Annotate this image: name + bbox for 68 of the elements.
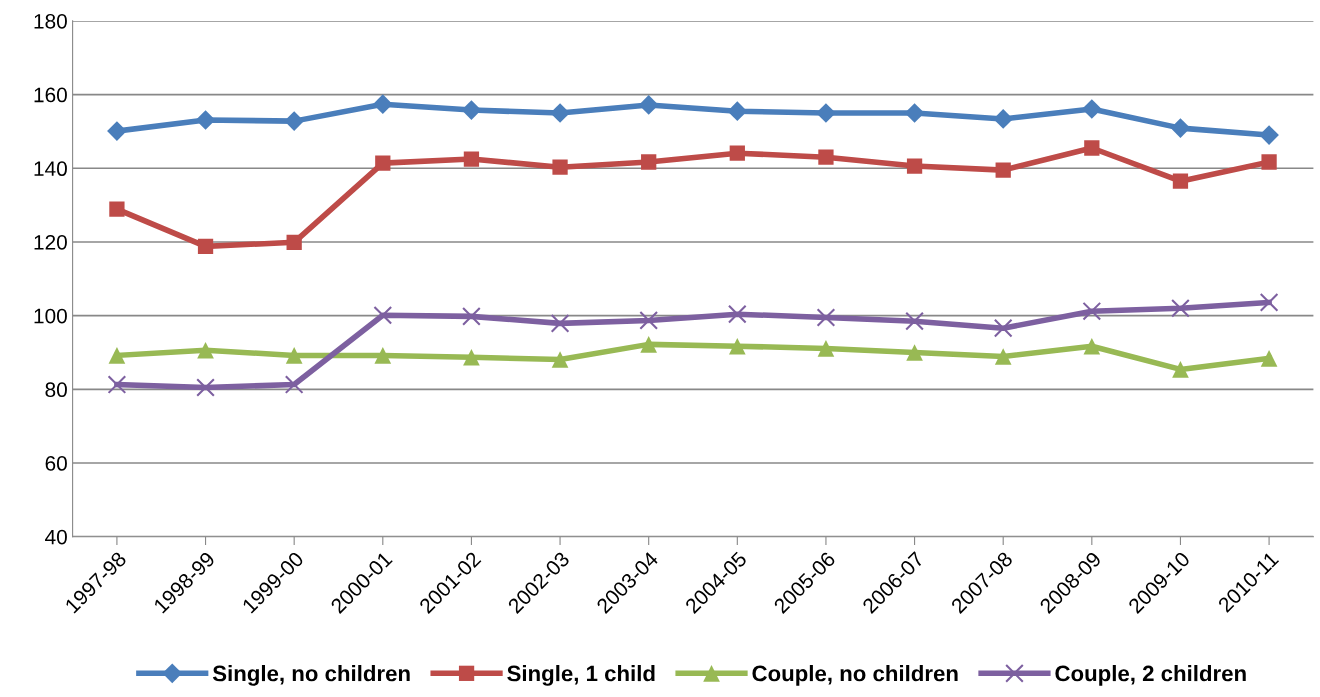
point [727, 304, 747, 324]
point [1259, 125, 1279, 145]
point [373, 305, 393, 325]
point [552, 159, 568, 175]
point [107, 121, 127, 141]
legend-label: Single, no children [212, 665, 410, 686]
point [816, 308, 836, 327]
point [1083, 337, 1101, 355]
point [462, 307, 481, 326]
point [197, 341, 214, 359]
y-tick-label: 40 [45, 529, 67, 545]
point [197, 238, 214, 255]
point [107, 375, 127, 394]
point [109, 201, 125, 217]
y-tick-label: 80 [45, 382, 67, 398]
point [463, 151, 480, 167]
point [550, 314, 570, 333]
point [638, 95, 659, 115]
point [729, 145, 745, 161]
point [285, 347, 303, 364]
y-tick-label: 60 [45, 456, 67, 471]
y-tick-label: 180 [34, 13, 67, 29]
point [1259, 293, 1279, 312]
point [1172, 173, 1189, 189]
point [640, 336, 658, 353]
point [904, 103, 925, 123]
point [463, 348, 480, 366]
point [284, 375, 304, 394]
point [1082, 301, 1102, 321]
point [1261, 154, 1277, 170]
point [284, 111, 304, 131]
point [905, 311, 924, 331]
legend-label: Couple, 2 children [1055, 665, 1246, 686]
point [551, 351, 569, 368]
point [375, 155, 391, 171]
point [374, 347, 392, 364]
legend-label: Single, 1 child [507, 665, 655, 686]
y-tick-label: 160 [34, 87, 67, 103]
point [727, 101, 748, 121]
point [286, 234, 302, 250]
point [550, 103, 570, 123]
point [818, 149, 834, 165]
point [817, 340, 835, 357]
point [993, 318, 1013, 338]
point [1172, 361, 1189, 378]
point [196, 378, 215, 397]
point [906, 158, 923, 174]
point [993, 109, 1014, 129]
y-tick-label: 140 [34, 161, 67, 177]
point [372, 94, 393, 114]
point [816, 103, 836, 123]
point [728, 337, 746, 355]
point [1084, 140, 1100, 156]
y-tick-label: 100 [34, 308, 67, 324]
point [1082, 99, 1102, 119]
point [195, 110, 216, 130]
point [639, 311, 659, 330]
point [641, 154, 657, 170]
point [461, 100, 482, 120]
point [1170, 118, 1191, 138]
point [995, 162, 1011, 178]
point [1171, 298, 1190, 318]
point [994, 348, 1012, 365]
point [108, 347, 126, 364]
y-tick-label: 120 [34, 234, 67, 250]
point [1260, 350, 1278, 367]
point [906, 344, 923, 361]
legend-label: Couple, no children [752, 665, 958, 686]
